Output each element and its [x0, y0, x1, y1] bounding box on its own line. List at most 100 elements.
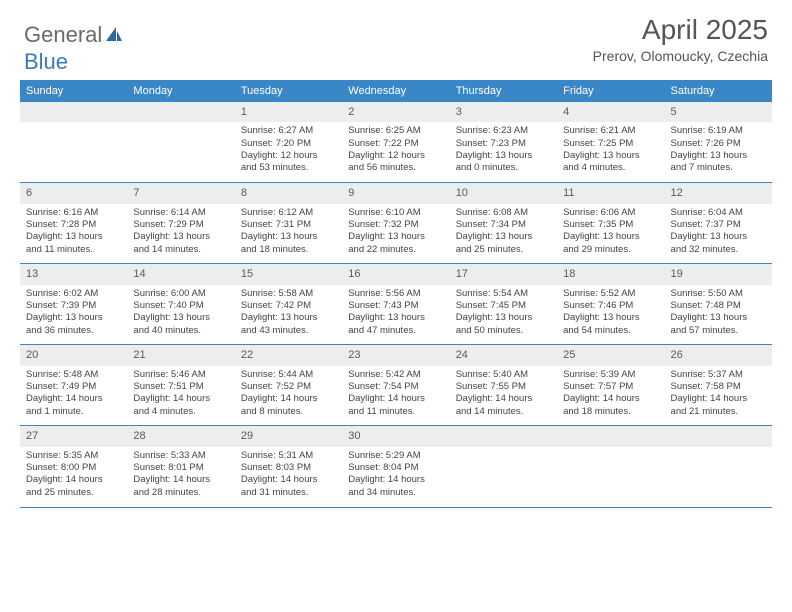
day-line: Sunrise: 5:44 AM	[241, 369, 336, 381]
day-number: 21	[127, 345, 234, 365]
day-body: Sunrise: 5:50 AMSunset: 7:48 PMDaylight:…	[665, 285, 772, 343]
day-line: Sunrise: 5:48 AM	[26, 369, 121, 381]
page-header: GeneralBlue April 2025 Prerov, Olomoucky…	[0, 0, 792, 80]
day-line: Sunset: 7:20 PM	[241, 138, 336, 150]
day-line: and 53 minutes.	[241, 162, 336, 174]
day-line: and 25 minutes.	[456, 244, 551, 256]
day-line: Daylight: 13 hours	[671, 231, 766, 243]
day-number	[557, 426, 664, 446]
day-line: Sunset: 7:46 PM	[563, 300, 658, 312]
day-line: Daylight: 13 hours	[241, 312, 336, 324]
day-line: Daylight: 13 hours	[563, 150, 658, 162]
day-number: 9	[342, 183, 449, 203]
day-body	[127, 122, 234, 182]
weekday-label: Friday	[557, 80, 664, 102]
day-line: Sunset: 7:49 PM	[26, 381, 121, 393]
day-line: and 50 minutes.	[456, 325, 551, 337]
day-line: Sunrise: 6:00 AM	[133, 288, 228, 300]
day-line: and 11 minutes.	[348, 406, 443, 418]
day-body: Sunrise: 6:02 AMSunset: 7:39 PMDaylight:…	[20, 285, 127, 343]
day-line: Sunrise: 6:08 AM	[456, 207, 551, 219]
week-row: 6Sunrise: 6:16 AMSunset: 7:28 PMDaylight…	[20, 183, 772, 264]
day-line: Sunset: 7:52 PM	[241, 381, 336, 393]
month-title: April 2025	[593, 14, 768, 46]
day-line: Daylight: 12 hours	[348, 150, 443, 162]
day-number: 28	[127, 426, 234, 446]
day-line: and 32 minutes.	[671, 244, 766, 256]
day-line: Daylight: 14 hours	[456, 393, 551, 405]
day-line: Daylight: 13 hours	[563, 312, 658, 324]
day-line: Sunrise: 5:31 AM	[241, 450, 336, 462]
day-line: Daylight: 14 hours	[563, 393, 658, 405]
day-line: and 31 minutes.	[241, 487, 336, 499]
day-line: Sunset: 7:40 PM	[133, 300, 228, 312]
day-line: Sunset: 7:23 PM	[456, 138, 551, 150]
day-number: 23	[342, 345, 449, 365]
day-body: Sunrise: 5:52 AMSunset: 7:46 PMDaylight:…	[557, 285, 664, 343]
day-cell: 2Sunrise: 6:25 AMSunset: 7:22 PMDaylight…	[342, 102, 449, 182]
day-line: and 18 minutes.	[241, 244, 336, 256]
day-body: Sunrise: 5:31 AMSunset: 8:03 PMDaylight:…	[235, 447, 342, 505]
day-body	[557, 447, 664, 507]
day-body: Sunrise: 5:42 AMSunset: 7:54 PMDaylight:…	[342, 366, 449, 424]
day-number: 8	[235, 183, 342, 203]
day-body: Sunrise: 5:40 AMSunset: 7:55 PMDaylight:…	[450, 366, 557, 424]
weekday-label: Saturday	[665, 80, 772, 102]
day-line: Sunrise: 6:25 AM	[348, 125, 443, 137]
day-number: 1	[235, 102, 342, 122]
day-line: and 11 minutes.	[26, 244, 121, 256]
day-line: Sunrise: 5:50 AM	[671, 288, 766, 300]
day-line: Daylight: 13 hours	[133, 312, 228, 324]
day-line: and 34 minutes.	[348, 487, 443, 499]
day-cell: 17Sunrise: 5:54 AMSunset: 7:45 PMDayligh…	[450, 264, 557, 344]
day-line: Sunset: 7:58 PM	[671, 381, 766, 393]
day-line: and 4 minutes.	[563, 162, 658, 174]
day-line: and 47 minutes.	[348, 325, 443, 337]
day-line: Sunset: 7:54 PM	[348, 381, 443, 393]
day-line: and 21 minutes.	[671, 406, 766, 418]
day-line: Sunset: 7:22 PM	[348, 138, 443, 150]
day-line: Sunset: 7:39 PM	[26, 300, 121, 312]
day-line: Daylight: 14 hours	[241, 474, 336, 486]
week-row: 20Sunrise: 5:48 AMSunset: 7:49 PMDayligh…	[20, 345, 772, 426]
day-line: Sunset: 7:57 PM	[563, 381, 658, 393]
day-number: 15	[235, 264, 342, 284]
day-line: and 14 minutes.	[456, 406, 551, 418]
day-body: Sunrise: 5:48 AMSunset: 7:49 PMDaylight:…	[20, 366, 127, 424]
day-body: Sunrise: 5:33 AMSunset: 8:01 PMDaylight:…	[127, 447, 234, 505]
title-block: April 2025 Prerov, Olomoucky, Czechia	[593, 14, 768, 64]
day-line: Sunset: 7:32 PM	[348, 219, 443, 231]
day-line: Sunset: 7:43 PM	[348, 300, 443, 312]
day-cell: 24Sunrise: 5:40 AMSunset: 7:55 PMDayligh…	[450, 345, 557, 425]
day-line: Daylight: 14 hours	[26, 393, 121, 405]
day-number: 12	[665, 183, 772, 203]
day-cell: 15Sunrise: 5:58 AMSunset: 7:42 PMDayligh…	[235, 264, 342, 344]
day-line: Daylight: 13 hours	[456, 312, 551, 324]
week-row: 1Sunrise: 6:27 AMSunset: 7:20 PMDaylight…	[20, 102, 772, 183]
calendar-grid: SundayMondayTuesdayWednesdayThursdayFrid…	[20, 80, 772, 508]
brand-logo: GeneralBlue	[24, 22, 124, 75]
brand-part2: Blue	[24, 49, 68, 74]
day-line: and 28 minutes.	[133, 487, 228, 499]
day-line: Sunrise: 6:23 AM	[456, 125, 551, 137]
day-line: and 43 minutes.	[241, 325, 336, 337]
day-body: Sunrise: 6:14 AMSunset: 7:29 PMDaylight:…	[127, 204, 234, 262]
day-line: Sunset: 7:45 PM	[456, 300, 551, 312]
day-line: Sunrise: 5:42 AM	[348, 369, 443, 381]
day-number: 13	[20, 264, 127, 284]
day-cell: 23Sunrise: 5:42 AMSunset: 7:54 PMDayligh…	[342, 345, 449, 425]
day-line: and 36 minutes.	[26, 325, 121, 337]
day-line: Sunset: 8:03 PM	[241, 462, 336, 474]
day-line: Sunset: 7:28 PM	[26, 219, 121, 231]
day-cell: 6Sunrise: 6:16 AMSunset: 7:28 PMDaylight…	[20, 183, 127, 263]
day-line: Sunrise: 5:37 AM	[671, 369, 766, 381]
brand-part1: General	[24, 22, 102, 47]
day-cell: 20Sunrise: 5:48 AMSunset: 7:49 PMDayligh…	[20, 345, 127, 425]
day-line: Sunset: 7:34 PM	[456, 219, 551, 231]
day-cell: 28Sunrise: 5:33 AMSunset: 8:01 PMDayligh…	[127, 426, 234, 506]
day-cell: 8Sunrise: 6:12 AMSunset: 7:31 PMDaylight…	[235, 183, 342, 263]
day-line: Sunset: 7:42 PM	[241, 300, 336, 312]
day-body: Sunrise: 6:00 AMSunset: 7:40 PMDaylight:…	[127, 285, 234, 343]
day-line: Sunset: 8:04 PM	[348, 462, 443, 474]
day-cell: 21Sunrise: 5:46 AMSunset: 7:51 PMDayligh…	[127, 345, 234, 425]
